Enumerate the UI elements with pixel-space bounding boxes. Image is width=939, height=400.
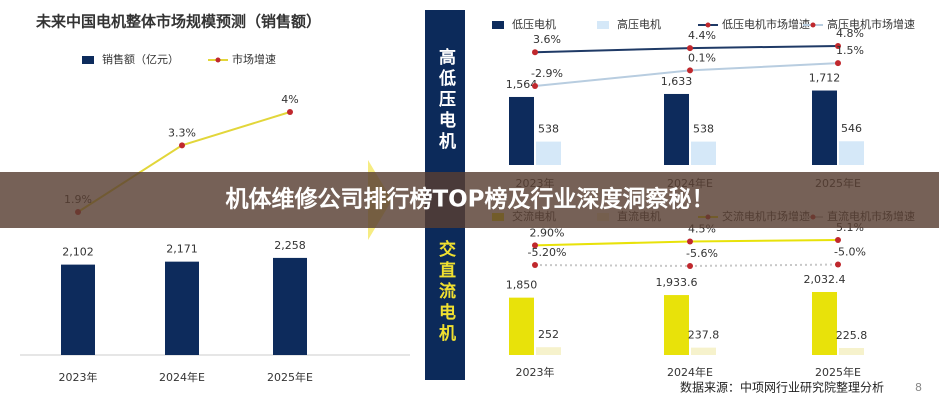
legend-label: 高压电机市场增速 (827, 17, 915, 31)
group-label: 交直流电机 (435, 239, 456, 345)
x-tick-label: 2024年E (667, 365, 713, 379)
x-tick-label: 2025年E (815, 365, 861, 379)
legend-swatch (492, 21, 504, 29)
data-label: 2.90% (530, 226, 565, 239)
point (532, 49, 538, 56)
legend-swatch (810, 22, 816, 28)
data-label: 538 (538, 123, 559, 136)
point (532, 83, 538, 89)
point (287, 109, 293, 115)
page-number: 8 (915, 381, 922, 394)
point (179, 142, 185, 149)
data-label: 225.8 (836, 329, 868, 342)
legend-label: 低压电机市场增速 (722, 17, 810, 31)
banner-bg (0, 172, 939, 228)
data-label: 2,032.4 (804, 273, 846, 286)
bar (536, 141, 561, 165)
x-tick-label: 2023年 (516, 365, 555, 379)
data-label: 3.3% (168, 126, 196, 139)
data-label: 2,258 (274, 239, 306, 252)
point (835, 43, 841, 49)
point (687, 67, 693, 74)
point (532, 242, 538, 249)
data-label: -2.9% (531, 67, 563, 80)
x-tick-label: 2025年E (267, 370, 313, 384)
banner: 机体维修公司排行榜TOP榜及行业深度洞察秘！ (225, 186, 714, 213)
group-label: 高低压电机 (435, 47, 457, 153)
point (687, 238, 693, 245)
legend-label: 市场增速 (232, 52, 276, 66)
bar (839, 141, 864, 165)
data-label: 546 (841, 122, 862, 135)
legend-swatch (597, 21, 609, 29)
data-label: 4.4% (688, 29, 716, 42)
bar (839, 348, 864, 355)
bar (61, 264, 95, 355)
bar (812, 291, 837, 355)
legend-swatch (215, 57, 221, 63)
x-tick-label: 2024年E (159, 370, 205, 384)
legend-label: 低压电机 (512, 17, 556, 31)
data-label: 2,102 (62, 246, 94, 259)
point (835, 261, 841, 268)
point (532, 262, 538, 269)
data-label: 1.5% (836, 44, 864, 57)
data-label: 4.8% (836, 27, 864, 40)
legend-label: 高压电机 (617, 17, 661, 31)
data-label: 0.1% (688, 51, 716, 64)
source: 数据来源：中项网行业研究院整理分析 (680, 380, 884, 395)
legend-label: 销售额（亿元） (102, 52, 179, 66)
data-label: 3.6% (533, 33, 561, 46)
bar (509, 96, 534, 165)
data-label: 237.8 (688, 329, 720, 342)
point (687, 263, 693, 269)
data-label: -5.6% (686, 247, 718, 260)
legend-swatch (82, 56, 94, 64)
data-label: -5.20% (528, 246, 567, 259)
point (835, 237, 841, 243)
bar (509, 297, 534, 355)
data-label: 1,564 (506, 78, 538, 91)
data-label: 252 (538, 328, 559, 341)
data-label: 1,633 (661, 75, 693, 88)
bar (536, 347, 561, 355)
data-label: 538 (693, 123, 714, 136)
bar (812, 90, 837, 165)
data-label: 2,171 (166, 243, 198, 256)
bar (664, 93, 689, 165)
bar (664, 295, 689, 355)
x-tick-label: 2023年 (59, 370, 98, 384)
bar (691, 141, 716, 165)
data-label: 1,850 (506, 279, 538, 292)
point (687, 45, 693, 52)
chart-title: 未来中国电机整体市场规模预测（销售额） (35, 13, 321, 31)
bar (273, 257, 307, 355)
data-label: -5.0% (834, 246, 866, 259)
data-label: 1,712 (809, 72, 841, 85)
legend-swatch (705, 22, 711, 28)
bar (691, 347, 716, 355)
point (835, 60, 841, 67)
data-label: 4% (281, 93, 298, 106)
bar (165, 261, 199, 355)
data-label: 1,933.6 (656, 276, 698, 289)
